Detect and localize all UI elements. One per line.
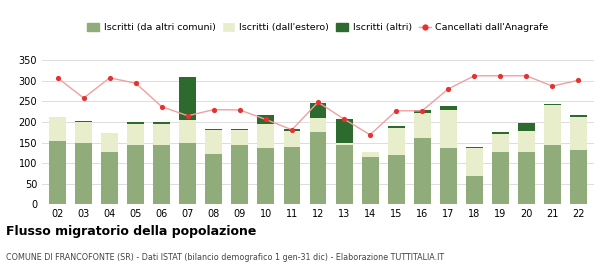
Bar xyxy=(101,134,118,152)
Bar xyxy=(310,118,326,132)
Bar xyxy=(127,145,144,204)
Text: COMUNE DI FRANCOFONTE (SR) - Dati ISTAT (bilancio demografico 1 gen-31 dic) - El: COMUNE DI FRANCOFONTE (SR) - Dati ISTAT … xyxy=(6,253,444,262)
Bar xyxy=(335,143,353,145)
Bar xyxy=(179,78,196,120)
Bar xyxy=(284,131,301,147)
Bar xyxy=(440,110,457,148)
Bar xyxy=(127,123,144,145)
Bar xyxy=(75,143,92,204)
Bar xyxy=(362,152,379,157)
Bar xyxy=(49,141,66,204)
Bar xyxy=(232,129,248,130)
Legend: Iscritti (da altri comuni), Iscritti (dall'estero), Iscritti (altri), Cancellati: Iscritti (da altri comuni), Iscritti (da… xyxy=(84,19,552,36)
Bar xyxy=(544,106,561,145)
Bar xyxy=(388,126,404,128)
Bar xyxy=(310,103,326,118)
Bar xyxy=(466,176,482,204)
Point xyxy=(157,104,167,109)
Point xyxy=(209,107,218,112)
Bar xyxy=(518,123,535,131)
Bar xyxy=(179,143,196,204)
Bar xyxy=(232,130,248,145)
Bar xyxy=(388,128,404,155)
Point xyxy=(287,128,297,132)
Bar xyxy=(440,106,457,110)
Bar xyxy=(413,138,431,204)
Bar xyxy=(466,148,482,176)
Bar xyxy=(335,119,353,143)
Bar xyxy=(492,134,509,152)
Point xyxy=(548,84,557,88)
Bar xyxy=(570,116,587,150)
Point xyxy=(469,74,479,78)
Bar xyxy=(492,132,509,134)
Point xyxy=(79,96,88,100)
Bar xyxy=(205,154,223,204)
Point xyxy=(521,74,531,78)
Point xyxy=(443,87,453,91)
Bar xyxy=(75,122,92,143)
Bar xyxy=(75,121,92,122)
Point xyxy=(391,109,401,113)
Bar xyxy=(232,145,248,204)
Bar xyxy=(362,157,379,204)
Point xyxy=(131,81,140,85)
Bar xyxy=(570,115,587,116)
Bar xyxy=(179,120,196,143)
Bar xyxy=(257,124,274,148)
Bar xyxy=(492,152,509,204)
Bar xyxy=(544,104,561,106)
Bar xyxy=(570,150,587,204)
Bar xyxy=(101,152,118,204)
Bar xyxy=(127,122,144,123)
Point xyxy=(574,78,583,83)
Bar xyxy=(518,131,535,152)
Point xyxy=(183,113,193,118)
Text: Flusso migratorio della popolazione: Flusso migratorio della popolazione xyxy=(6,225,256,238)
Bar xyxy=(440,148,457,204)
Bar xyxy=(154,145,170,204)
Point xyxy=(365,132,375,137)
Bar xyxy=(205,129,223,130)
Point xyxy=(261,117,271,122)
Bar xyxy=(518,152,535,204)
Bar xyxy=(257,115,274,124)
Point xyxy=(105,76,115,80)
Bar xyxy=(154,122,170,123)
Bar xyxy=(101,133,118,134)
Bar xyxy=(310,132,326,204)
Bar xyxy=(413,109,431,113)
Bar xyxy=(388,155,404,204)
Bar xyxy=(49,117,66,141)
Bar xyxy=(284,147,301,204)
Bar xyxy=(466,147,482,148)
Point xyxy=(313,100,323,104)
Bar xyxy=(284,129,301,131)
Bar xyxy=(544,145,561,204)
Bar xyxy=(154,123,170,145)
Point xyxy=(418,109,427,113)
Point xyxy=(53,76,62,80)
Bar xyxy=(205,130,223,154)
Bar xyxy=(257,148,274,204)
Bar xyxy=(413,113,431,138)
Point xyxy=(496,74,505,78)
Point xyxy=(339,117,349,121)
Point xyxy=(235,108,245,112)
Bar xyxy=(335,145,353,204)
